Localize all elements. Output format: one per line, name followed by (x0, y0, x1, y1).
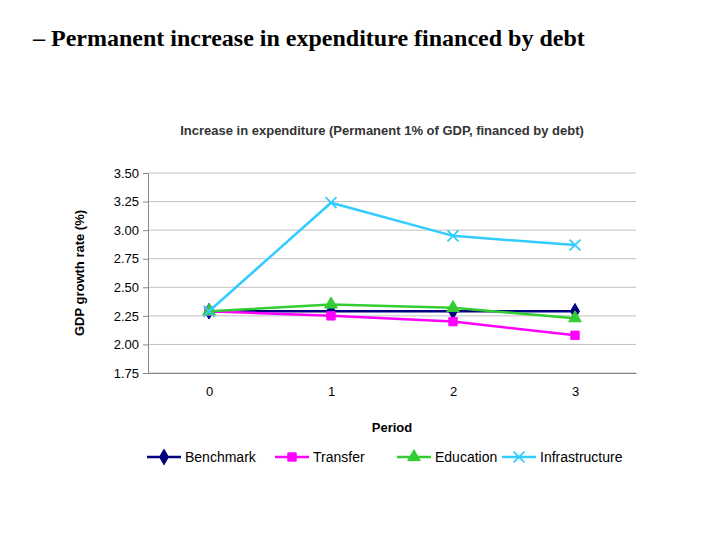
y-tick-label: 2.25 (114, 309, 139, 324)
series-marker (325, 297, 338, 308)
x-tick-label: 2 (450, 384, 457, 399)
y-tick-label: 3.50 (114, 166, 139, 181)
series-marker (326, 197, 337, 208)
series-line (209, 304, 575, 318)
chart-title: Increase in expenditure (Permanent 1% of… (180, 123, 584, 138)
x-tick-label: 0 (206, 384, 213, 399)
series-marker (327, 312, 335, 320)
series (205, 303, 580, 319)
y-axis-title: GDP growth rate (%) (72, 210, 87, 336)
legend-label: Transfer (313, 449, 365, 465)
series-marker (448, 230, 459, 241)
x-tick: 0 (206, 384, 213, 399)
x-axis-title: Period (372, 420, 413, 435)
x-axis-line (149, 373, 637, 374)
plot-area (203, 197, 582, 339)
legend-swatch-marker (288, 453, 296, 461)
series (205, 307, 579, 339)
legend-item: Infrastructure (502, 449, 623, 465)
legend-label: Infrastructure (540, 449, 623, 465)
y-axis: 1.75 2.00 2.25 2.50 2.75 3.00 3.25 3.50 (114, 166, 149, 381)
slide-heading: – Permanent increase in expenditure fina… (32, 25, 585, 51)
legend-label: Education (435, 449, 497, 465)
y-tick: 2.50 (114, 280, 148, 295)
y-tick-mark (143, 259, 148, 260)
y-tick-mark (143, 287, 148, 288)
grid (148, 173, 636, 373)
x-tick-label: 1 (328, 384, 335, 399)
legend-swatch-marker (408, 450, 421, 461)
legend-item: Benchmark (147, 449, 257, 465)
grid-line (148, 258, 636, 259)
grid-line (148, 373, 636, 374)
grid-line (148, 230, 636, 231)
y-tick: 2.75 (114, 251, 148, 266)
y-tick-mark (143, 316, 148, 317)
y-tick-label: 2.50 (114, 280, 139, 295)
series-marker (449, 317, 457, 325)
grid-line (148, 173, 636, 174)
y-tick: 2.25 (114, 309, 148, 324)
legend-swatch-marker (514, 452, 525, 463)
y-tick-mark (143, 373, 148, 374)
series-line (209, 311, 575, 335)
x-axis: 0 1 2 3 (149, 374, 637, 400)
x-tick-label: 3 (572, 384, 579, 399)
x-tick: 2 (450, 384, 457, 399)
series (204, 197, 581, 317)
legend: Benchmark Transfer Education Infrastructure (147, 449, 623, 465)
series (203, 297, 582, 322)
y-tick-label: 2.75 (114, 251, 139, 266)
y-tick: 2.00 (114, 337, 148, 352)
series-marker (569, 311, 582, 322)
legend-item: Education (397, 449, 497, 465)
y-tick: 3.25 (114, 194, 148, 209)
legend-label: Benchmark (185, 449, 257, 465)
grid-line (148, 287, 636, 288)
series-marker (571, 331, 579, 339)
y-tick-label: 2.00 (114, 337, 139, 352)
series-marker (447, 301, 460, 312)
series-marker (204, 306, 215, 317)
y-tick-mark (143, 202, 148, 203)
legend-item: Transfer (275, 449, 365, 465)
series-marker (570, 240, 581, 251)
grid-line (148, 201, 636, 202)
slide: – Permanent increase in expenditure fina… (0, 0, 720, 540)
y-tick-mark (143, 344, 148, 345)
y-tick: 3.50 (114, 166, 148, 181)
y-tick-label: 3.00 (114, 223, 139, 238)
series-line (209, 203, 575, 312)
x-tick: 3 (572, 384, 579, 399)
y-tick-mark (143, 230, 148, 231)
x-tick: 1 (328, 384, 335, 399)
y-tick: 1.75 (114, 366, 148, 381)
y-axis-line (148, 174, 149, 374)
y-tick-mark (143, 173, 148, 174)
y-tick-label: 3.25 (114, 194, 139, 209)
y-tick: 3.00 (114, 223, 148, 238)
y-tick-label: 1.75 (114, 366, 139, 381)
grid-line (148, 344, 636, 345)
legend-swatch-marker (160, 449, 169, 465)
